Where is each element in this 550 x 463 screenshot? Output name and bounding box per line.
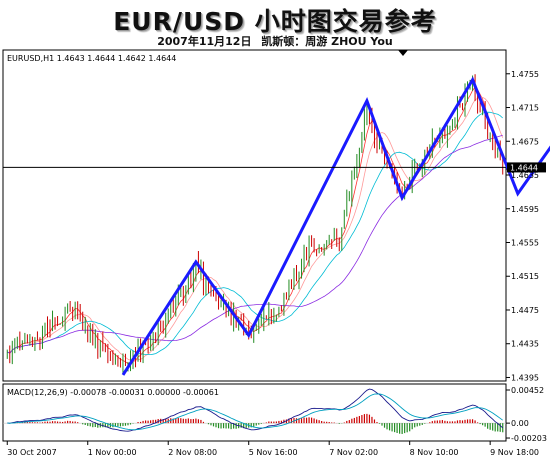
macd-info-label: MACD(12,26,9) -0.00078 -0.00031 0.00000 … xyxy=(7,388,219,397)
shift-marker-icon xyxy=(398,50,408,56)
price-axis-tick-label: 1.4635 xyxy=(511,171,539,180)
current-price-box xyxy=(507,162,546,173)
subtitle-date: 2007年11月12日 xyxy=(157,35,252,48)
price-axis-tick-label: 1.4435 xyxy=(511,340,539,349)
price-axis-tick-label: 1.4395 xyxy=(511,373,539,382)
price-layer xyxy=(6,74,550,376)
price-axis-tick-label: 1.4675 xyxy=(511,137,539,146)
macd-axis-tick-label: 0.00 xyxy=(511,419,529,428)
price-axis-tick-label: 1.4555 xyxy=(511,238,539,247)
time-axis-tick-label: 8 Nov 10:00 xyxy=(410,448,459,457)
price-axis-tick-label: 1.4515 xyxy=(511,272,539,281)
price-axis-tick-label: 1.4475 xyxy=(511,306,539,315)
macd-axis-tick-label: 0.00452 xyxy=(511,386,544,395)
current-price-label: 1.4644 xyxy=(510,163,538,172)
wave-pattern-line xyxy=(121,76,550,376)
time-axis-tick-label: 1 Nov 00:00 xyxy=(88,448,137,457)
price-axis-tick-label: 1.4595 xyxy=(511,205,539,214)
macd-panel-frame xyxy=(2,383,507,442)
price-info-label: EURUSD,H1 1.4643 1.4644 1.4642 1.4644 xyxy=(7,54,176,63)
macd-signal-line xyxy=(7,393,503,431)
macd-line xyxy=(7,388,503,432)
macd-layer xyxy=(3,388,506,434)
price-axis-tick-label: 1.4715 xyxy=(511,104,539,113)
macd-axis-tick-label: -0.00203 xyxy=(511,434,547,443)
time-axis-tick-label: 2 Nov 08:00 xyxy=(168,448,217,457)
subtitle-author: 凯斯顿：周游 ZHOU You xyxy=(261,35,393,48)
chart-subtitle: 2007年11月12日 凯斯顿：周游 ZHOU You xyxy=(0,33,550,49)
time-axis-tick-label: 5 Nov 16:00 xyxy=(249,448,298,457)
time-axis-tick-label: 9 Nov 18:00 xyxy=(490,448,539,457)
time-axis-tick-label: 30 Oct 2007 xyxy=(7,448,56,457)
chart-title: EUR/USD 小时图交易参考 xyxy=(113,7,437,36)
time-axis-tick-label: 7 Nov 02:00 xyxy=(329,448,378,457)
axes-layer: 1.4755 1.4715 1.4675 1.4635 1.4595 1.4555 1.45… xyxy=(6,70,547,457)
price-axis-tick-label: 1.4755 xyxy=(511,70,539,79)
